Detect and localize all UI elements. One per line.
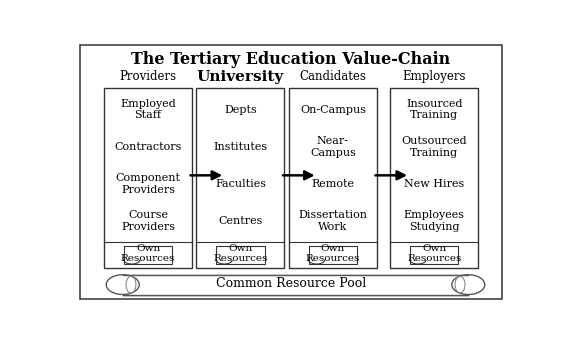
Text: Remote: Remote — [311, 179, 354, 189]
Text: Insourced
Training: Insourced Training — [406, 99, 462, 120]
Bar — [123, 275, 468, 294]
Text: Dissertation
Work: Dissertation Work — [298, 210, 367, 232]
Text: On-Campus: On-Campus — [300, 105, 366, 115]
Text: Contractors: Contractors — [114, 142, 182, 152]
Text: Own
Resources: Own Resources — [407, 244, 461, 263]
Text: Employers: Employers — [402, 70, 466, 83]
Bar — [197, 89, 285, 267]
Text: Institutes: Institutes — [214, 142, 268, 152]
Bar — [390, 89, 478, 267]
Text: Providers: Providers — [119, 70, 177, 83]
Bar — [104, 89, 192, 267]
Text: Depts: Depts — [224, 105, 257, 115]
Bar — [289, 89, 377, 267]
Text: Course
Providers: Course Providers — [121, 210, 175, 232]
Bar — [216, 246, 265, 264]
Text: Own
Resources: Own Resources — [121, 244, 175, 263]
Text: Component
Providers: Component Providers — [115, 173, 181, 195]
Bar — [124, 246, 172, 264]
Text: Own
Resources: Own Resources — [306, 244, 360, 263]
Text: New Hires: New Hires — [404, 179, 464, 189]
Ellipse shape — [452, 275, 485, 294]
Text: University: University — [197, 69, 284, 83]
Text: Centres: Centres — [218, 216, 262, 226]
Text: Common Resource Pool: Common Resource Pool — [216, 277, 366, 290]
Text: Faculties: Faculties — [215, 179, 266, 189]
Bar — [123, 275, 468, 294]
Text: Outsourced
Training: Outsourced Training — [402, 136, 467, 158]
Text: Own
Resources: Own Resources — [214, 244, 268, 263]
Bar — [309, 246, 357, 264]
Ellipse shape — [106, 275, 139, 294]
Text: Near-
Campus: Near- Campus — [310, 136, 356, 158]
Bar — [410, 246, 458, 264]
Text: Candidates: Candidates — [299, 70, 366, 83]
Text: Employed
Staff: Employed Staff — [120, 99, 176, 120]
Text: The Tertiary Education Value-Chain: The Tertiary Education Value-Chain — [131, 51, 451, 68]
Text: Employees
Studying: Employees Studying — [404, 210, 465, 232]
